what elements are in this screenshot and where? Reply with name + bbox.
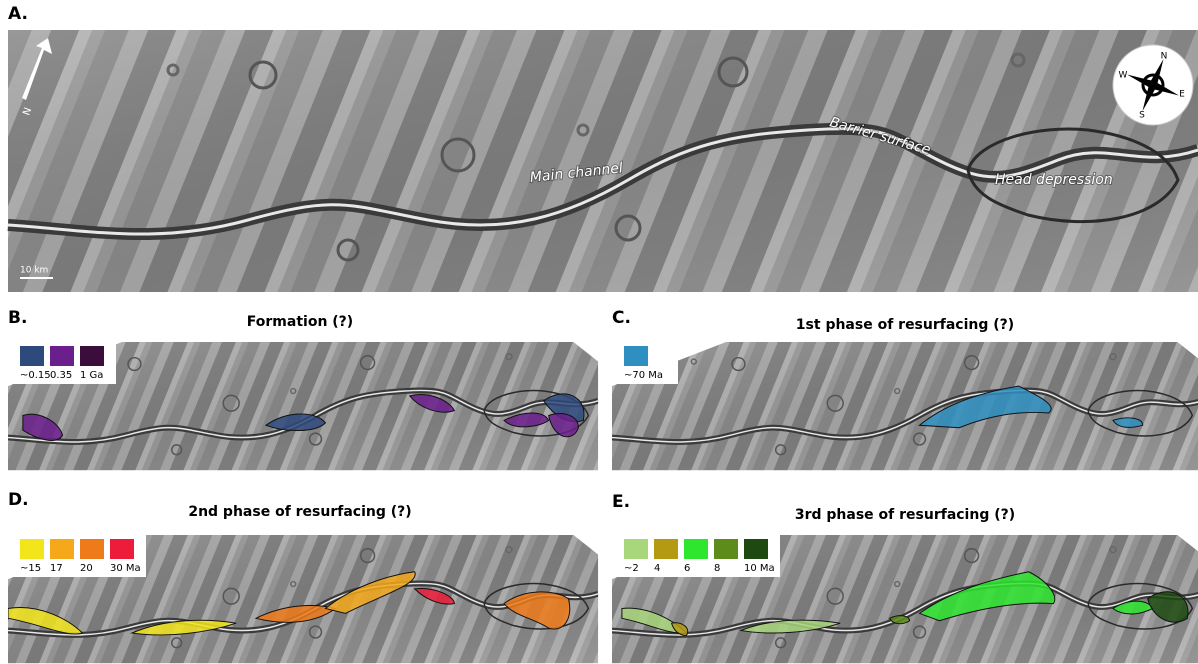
scale-label: 10 km [20, 266, 48, 276]
legend-label: ~0.15 [20, 370, 51, 381]
legend-swatch [624, 346, 648, 366]
legend-label: 17 [50, 563, 63, 574]
figure: N10 kmNESWMain channelBarrier surfaceHea… [0, 0, 1198, 664]
panel-label: B. [8, 308, 27, 328]
compass-letter: S [1139, 111, 1145, 121]
legend-swatch [50, 346, 74, 366]
legend-swatch [80, 346, 104, 366]
legend-swatch [714, 539, 738, 559]
terrain-map [8, 30, 1198, 292]
compass-letter: W [1119, 71, 1128, 81]
legend-swatch [50, 539, 74, 559]
legend-label: 6 [684, 563, 690, 574]
panel-title: 1st phase of resurfacing (?) [796, 317, 1014, 333]
legend-swatch [624, 539, 648, 559]
map-panel [612, 342, 1198, 470]
legend-label: 20 [80, 563, 93, 574]
legend-swatch [80, 539, 104, 559]
panel-label: D. [8, 490, 29, 510]
panel-label: A. [8, 4, 28, 24]
legend-label: 8 [714, 563, 720, 574]
legend-swatch [20, 346, 44, 366]
panel-title: Formation (?) [247, 314, 353, 330]
legend-swatch [684, 539, 708, 559]
legend-swatch [654, 539, 678, 559]
terrain-map [612, 342, 1198, 470]
compass-letter: E [1179, 90, 1185, 100]
panel-title: 3rd phase of resurfacing (?) [795, 507, 1015, 523]
panel-label: E. [612, 492, 630, 512]
legend-swatch [20, 539, 44, 559]
annotation: Head depression [995, 172, 1113, 188]
legend-label: ~70 Ma [624, 370, 663, 381]
legend-label: 1 Ga [80, 370, 103, 381]
legend-label: ~15 [20, 563, 41, 574]
compass: N E S W [1113, 45, 1193, 125]
legend-label: 0.35 [50, 370, 72, 381]
legend-swatch [744, 539, 768, 559]
compass-letter: N [1161, 52, 1168, 62]
panel-label: C. [612, 308, 631, 328]
legend-label: ~2 [624, 563, 639, 574]
panel-title: 2nd phase of resurfacing (?) [188, 504, 411, 520]
legend-label: 10 Ma [744, 563, 775, 574]
legend-swatch [110, 539, 134, 559]
legend-label: 4 [654, 563, 660, 574]
legend-label: 30 Ma [110, 563, 141, 574]
